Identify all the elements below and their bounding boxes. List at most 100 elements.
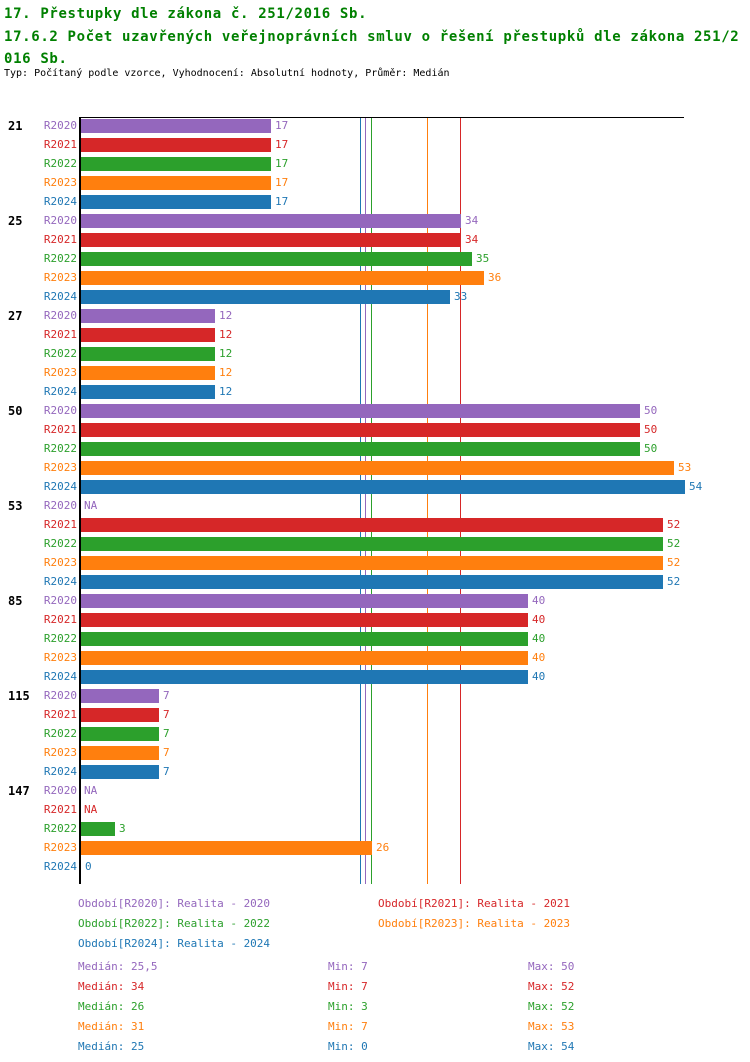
page-title: 17. Přestupky dle zákona č. 251/2016 Sb. — [4, 6, 368, 22]
series-label-R2021: R2021 — [43, 613, 77, 626]
series-label-R2024: R2024 — [43, 385, 77, 398]
value-label-R2024-group-53: 52 — [667, 575, 681, 588]
series-label-R2020: R2020 — [43, 594, 77, 607]
stat-median-R2020: Medián: 25,5 — [78, 960, 158, 973]
series-label-R2024: R2024 — [43, 860, 77, 873]
value-label-R2021-group-50: 50 — [644, 423, 658, 436]
series-label-R2020: R2020 — [43, 784, 77, 797]
value-label-R2024-group-115: 7 — [163, 765, 170, 778]
series-label-R2020: R2020 — [43, 119, 77, 132]
bar-R2022-group-147 — [81, 822, 115, 836]
bar-R2022-group-25 — [81, 252, 472, 266]
series-label-R2023: R2023 — [43, 271, 77, 284]
stat-median-R2024: Medián: 25 — [78, 1040, 145, 1053]
value-label-R2020-group-21: 17 — [275, 119, 289, 132]
bar-R2020-group-115 — [81, 689, 159, 703]
group-label-85: 85 — [8, 594, 23, 608]
value-label-R2022-group-50: 50 — [644, 442, 658, 455]
bar-R2020-group-27 — [81, 309, 215, 323]
legend-item-R2021: Období[R2021]: Realita - 2021 — [378, 897, 571, 910]
bar-R2022-group-85 — [81, 632, 528, 646]
legend-item-R2022: Období[R2022]: Realita - 2022 — [78, 917, 271, 930]
value-label-R2024-group-85: 40 — [532, 670, 546, 683]
value-label-R2021-group-21: 17 — [275, 138, 289, 151]
series-label-R2022: R2022 — [43, 442, 77, 455]
bar-R2020-group-85 — [81, 594, 528, 608]
series-label-R2024: R2024 — [43, 195, 77, 208]
bar-R2024-group-50 — [81, 480, 685, 494]
value-label-R2020-group-50: 50 — [644, 404, 658, 417]
bar-R2023-group-25 — [81, 271, 484, 285]
series-label-R2022: R2022 — [43, 347, 77, 360]
value-label-R2020-group-25: 34 — [465, 214, 479, 227]
na-label-R2021: NA — [84, 803, 98, 816]
bar-chart: 21 R2020 17 R2021 17 R2022 17 R2023 17 R2024 17 25 R… — [0, 117, 750, 887]
stat-max-R2022: Max: 52 — [528, 1000, 575, 1013]
value-label-R2022-group-21: 17 — [275, 157, 289, 170]
group-label-53: 53 — [8, 499, 23, 513]
median-line-R2020 — [365, 117, 366, 884]
stat-min-R2020: Min: 7 — [328, 960, 368, 973]
value-label-R2024-group-147: 0 — [85, 860, 92, 873]
bar-R2024-group-27 — [81, 385, 215, 399]
series-label-R2021: R2021 — [43, 423, 77, 436]
bar-R2023-group-85 — [81, 651, 528, 665]
value-label-R2023-group-53: 52 — [667, 556, 681, 569]
legend-item-R2024: Období[R2024]: Realita - 2024 — [78, 937, 271, 950]
median-line-R2023 — [427, 117, 428, 884]
bar-R2024-group-25 — [81, 290, 450, 304]
bar-R2021-group-115 — [81, 708, 159, 722]
group-label-147: 147 — [8, 784, 30, 798]
na-label-R2020: NA — [84, 784, 98, 797]
series-label-R2023: R2023 — [43, 556, 77, 569]
value-label-R2020-group-115: 7 — [163, 689, 170, 702]
bar-R2021-group-50 — [81, 423, 640, 437]
stat-median-R2021: Medián: 34 — [78, 980, 145, 993]
bar-R2022-group-50 — [81, 442, 640, 456]
bar-R2023-group-115 — [81, 746, 159, 760]
value-label-R2023-group-85: 40 — [532, 651, 546, 664]
value-label-R2024-group-27: 12 — [219, 385, 233, 398]
value-label-R2021-group-85: 40 — [532, 613, 546, 626]
value-label-R2022-group-27: 12 — [219, 347, 233, 360]
bar-R2023-group-50 — [81, 461, 674, 475]
bar-R2022-group-115 — [81, 727, 159, 741]
stat-max-R2024: Max: 54 — [528, 1040, 575, 1053]
series-label-R2024: R2024 — [43, 575, 77, 588]
bar-R2024-group-53 — [81, 575, 663, 589]
bar-R2020-group-50 — [81, 404, 640, 418]
legend-item-R2023: Období[R2023]: Realita - 2023 — [378, 917, 571, 930]
na-label-R2020: NA — [84, 499, 98, 512]
stat-median-R2022: Medián: 26 — [78, 1000, 145, 1013]
series-label-R2023: R2023 — [43, 746, 77, 759]
series-label-R2024: R2024 — [43, 290, 77, 303]
series-label-R2021: R2021 — [43, 708, 77, 721]
report-meta: Typ: Počítaný podle vzorce, Vyhodnocení:… — [4, 68, 450, 79]
median-line-R2021 — [460, 117, 461, 884]
series-label-R2020: R2020 — [43, 214, 77, 227]
bar-R2021-group-21 — [81, 138, 271, 152]
stat-min-R2022: Min: 3 — [328, 1000, 368, 1013]
series-label-R2022: R2022 — [43, 537, 77, 550]
legend-item-R2020: Období[R2020]: Realita - 2020 — [78, 897, 271, 910]
value-label-R2023-group-50: 53 — [678, 461, 692, 474]
stat-min-R2024: Min: 0 — [328, 1040, 368, 1053]
bar-R2021-group-25 — [81, 233, 461, 247]
value-label-R2022-group-25: 35 — [476, 252, 490, 265]
series-label-R2022: R2022 — [43, 157, 77, 170]
value-label-R2020-group-85: 40 — [532, 594, 546, 607]
bar-R2022-group-27 — [81, 347, 215, 361]
bar-R2020-group-25 — [81, 214, 461, 228]
stat-max-R2020: Max: 50 — [528, 960, 575, 973]
median-line-R2024 — [360, 117, 361, 884]
stat-min-R2021: Min: 7 — [328, 980, 368, 993]
value-label-R2023-group-115: 7 — [163, 746, 170, 759]
series-label-R2023: R2023 — [43, 651, 77, 664]
series-label-R2022: R2022 — [43, 822, 77, 835]
median-line-R2022 — [371, 117, 372, 884]
stat-max-R2021: Max: 52 — [528, 980, 575, 993]
bar-R2023-group-147 — [81, 841, 372, 855]
value-label-R2020-group-27: 12 — [219, 309, 233, 322]
bar-R2024-group-21 — [81, 195, 271, 209]
series-label-R2021: R2021 — [43, 328, 77, 341]
